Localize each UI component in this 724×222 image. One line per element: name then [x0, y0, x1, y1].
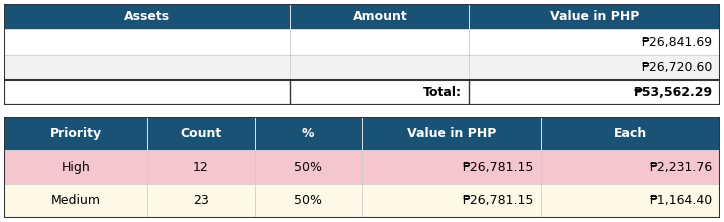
Bar	[255, 117, 362, 150]
Bar	[255, 184, 362, 218]
Bar	[4, 4, 290, 30]
Text: Value in PHP: Value in PHP	[407, 127, 496, 140]
Bar	[290, 55, 469, 80]
Text: 50%: 50%	[295, 194, 322, 207]
Bar	[469, 55, 720, 80]
Bar	[4, 117, 147, 150]
Bar	[290, 30, 469, 55]
Bar	[362, 150, 541, 184]
Text: Priority: Priority	[50, 127, 102, 140]
Bar	[541, 184, 720, 218]
Bar	[4, 55, 290, 80]
Text: High: High	[62, 161, 90, 174]
Text: Amount: Amount	[353, 10, 408, 23]
Text: 12: 12	[193, 161, 209, 174]
Text: 50%: 50%	[295, 161, 322, 174]
Bar	[469, 4, 720, 30]
Bar	[541, 150, 720, 184]
Text: 23: 23	[193, 194, 209, 207]
Bar	[290, 4, 469, 30]
Text: ₱2,231.76: ₱2,231.76	[649, 161, 712, 174]
Bar	[362, 184, 541, 218]
Bar	[469, 30, 720, 55]
Text: Total:: Total:	[424, 86, 462, 99]
Text: ₱53,562.29: ₱53,562.29	[634, 86, 712, 99]
Bar	[147, 184, 255, 218]
Text: Count: Count	[180, 127, 222, 140]
Bar	[147, 117, 255, 150]
Bar	[255, 150, 362, 184]
Text: Assets: Assets	[125, 10, 170, 23]
Bar	[362, 117, 541, 150]
Text: %: %	[302, 127, 314, 140]
Text: ₱26,781.15: ₱26,781.15	[463, 161, 534, 174]
Text: Each: Each	[614, 127, 647, 140]
Text: ₱26,720.60: ₱26,720.60	[641, 61, 712, 74]
Bar	[4, 184, 147, 218]
Text: ₱26,781.15: ₱26,781.15	[463, 194, 534, 207]
Bar	[541, 117, 720, 150]
Bar	[147, 150, 255, 184]
Bar	[4, 80, 720, 105]
Bar	[4, 150, 147, 184]
Text: ₱26,841.69: ₱26,841.69	[641, 36, 712, 49]
Text: ₱1,164.40: ₱1,164.40	[649, 194, 712, 207]
Bar	[4, 30, 290, 55]
Text: Value in PHP: Value in PHP	[550, 10, 639, 23]
Text: Medium: Medium	[51, 194, 101, 207]
